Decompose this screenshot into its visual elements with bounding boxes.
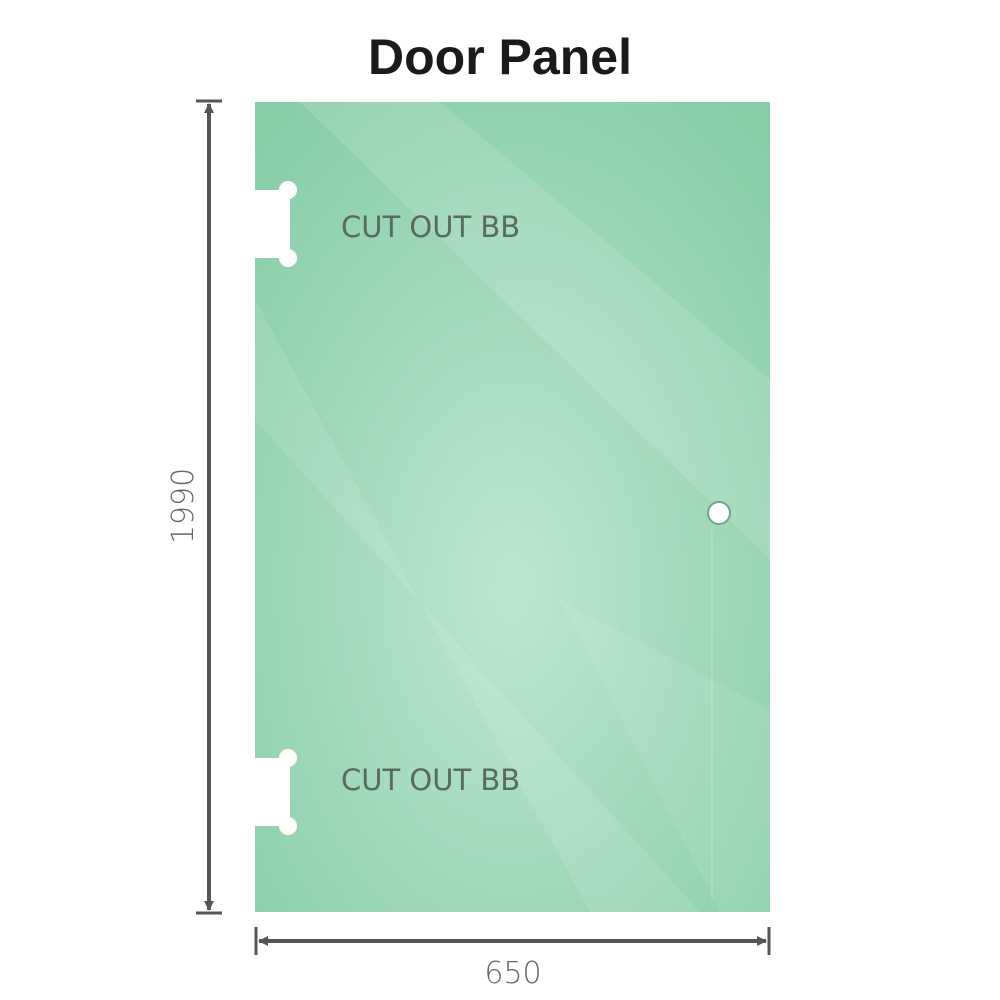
width-label: 650 xyxy=(484,956,541,991)
diagram-title: Door Panel xyxy=(368,29,632,85)
cutout-bottom xyxy=(250,749,297,835)
width-dimension: 650 xyxy=(254,927,771,991)
height-label: 1990 xyxy=(166,468,201,544)
cutout-label-top: CUT OUT BB xyxy=(341,210,520,244)
cutout-label-bottom: CUT OUT BB xyxy=(341,763,520,797)
handle-hole xyxy=(707,501,731,525)
height-dimension: 1990 xyxy=(166,99,222,915)
cutout-top xyxy=(250,181,297,267)
glass-panel xyxy=(255,102,770,912)
